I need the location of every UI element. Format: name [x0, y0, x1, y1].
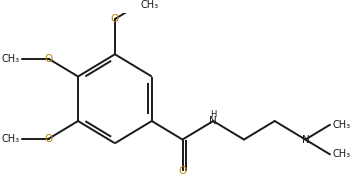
Text: CH₃: CH₃: [333, 120, 351, 130]
Text: N: N: [209, 116, 217, 126]
Text: O: O: [111, 14, 119, 24]
Text: O: O: [45, 134, 53, 144]
Text: CH₃: CH₃: [1, 134, 20, 144]
Text: O: O: [45, 54, 53, 64]
Text: O: O: [178, 166, 187, 176]
Text: CH₃: CH₃: [1, 54, 20, 64]
Text: CH₃: CH₃: [333, 149, 351, 159]
Text: N: N: [302, 134, 309, 145]
Text: H: H: [210, 110, 216, 119]
Text: CH₃: CH₃: [140, 0, 159, 10]
